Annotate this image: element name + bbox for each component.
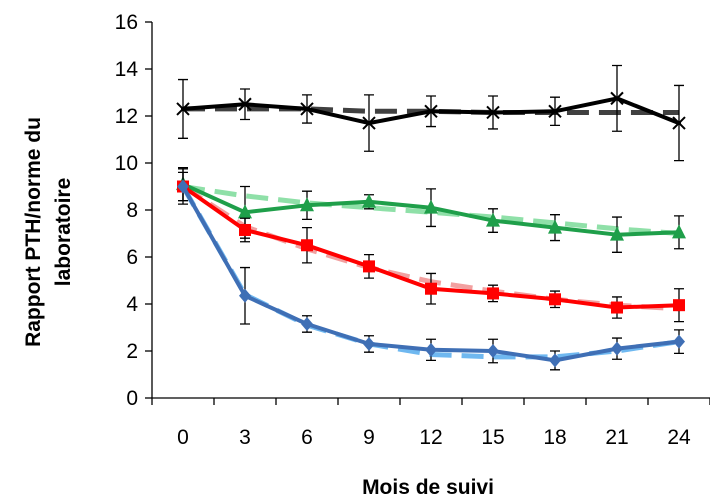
series-line xyxy=(182,184,680,236)
y-tick-label: 8 xyxy=(126,199,138,222)
y-tick-label: 6 xyxy=(126,246,138,269)
data-point xyxy=(549,353,561,368)
series-3 xyxy=(182,184,680,236)
data-point xyxy=(238,97,252,111)
data-point xyxy=(548,104,562,119)
data-point xyxy=(486,212,500,227)
data-point xyxy=(300,102,314,116)
data-point xyxy=(611,301,623,314)
x-axis-title: Mois de suivi xyxy=(362,476,494,499)
data-point xyxy=(611,341,623,356)
data-point xyxy=(487,344,499,358)
series-group xyxy=(176,64,686,371)
data-point xyxy=(176,102,190,116)
data-point xyxy=(424,199,438,214)
data-point xyxy=(301,239,313,252)
data-point xyxy=(672,116,686,130)
y-tick-label: 2 xyxy=(126,340,138,363)
x-tick-label: 12 xyxy=(419,426,442,449)
data-point xyxy=(672,224,686,239)
data-point xyxy=(487,287,499,300)
series-2 xyxy=(176,167,686,253)
series-0 xyxy=(176,64,686,162)
data-point xyxy=(673,299,685,312)
x-tick-label: 21 xyxy=(605,426,628,449)
data-point xyxy=(300,197,314,212)
data-point xyxy=(301,316,313,331)
y-axis-title-line-2: laboratoire xyxy=(52,178,75,287)
data-point xyxy=(548,219,562,234)
x-tick-label: 24 xyxy=(667,426,691,449)
series-4 xyxy=(177,168,685,323)
x-tick-label: 15 xyxy=(481,426,504,449)
y-tick-label: 16 xyxy=(115,11,138,34)
data-point xyxy=(673,334,685,349)
data-point xyxy=(363,336,375,351)
y-tick-label: 12 xyxy=(115,105,138,128)
axes xyxy=(145,21,710,405)
data-point xyxy=(362,116,376,130)
x-tick-label: 18 xyxy=(543,426,566,449)
y-tick-label: 4 xyxy=(126,293,138,316)
data-point xyxy=(486,105,500,120)
data-point xyxy=(425,342,437,357)
y-tick-label: 10 xyxy=(115,152,138,175)
data-point xyxy=(238,204,252,219)
data-point xyxy=(177,179,189,194)
x-tick-label: 3 xyxy=(239,426,251,449)
x-tick-label: 0 xyxy=(177,426,189,449)
data-point xyxy=(239,288,251,303)
data-point xyxy=(362,193,376,208)
data-point xyxy=(549,293,561,306)
data-point xyxy=(424,104,438,119)
data-point xyxy=(239,223,251,236)
y-tick-label: 0 xyxy=(126,387,138,410)
data-point xyxy=(610,226,624,241)
x-tick-label: 6 xyxy=(301,426,313,449)
series-6 xyxy=(177,171,685,371)
x-tick-label: 9 xyxy=(363,426,375,449)
data-point xyxy=(425,282,437,295)
y-tick-label: 14 xyxy=(115,58,139,81)
data-point xyxy=(363,260,375,273)
series-line xyxy=(183,106,679,115)
y-axis-title-line-1: Rapport PTH/norme du xyxy=(22,117,45,347)
series-1 xyxy=(183,106,679,115)
data-point xyxy=(610,91,624,106)
